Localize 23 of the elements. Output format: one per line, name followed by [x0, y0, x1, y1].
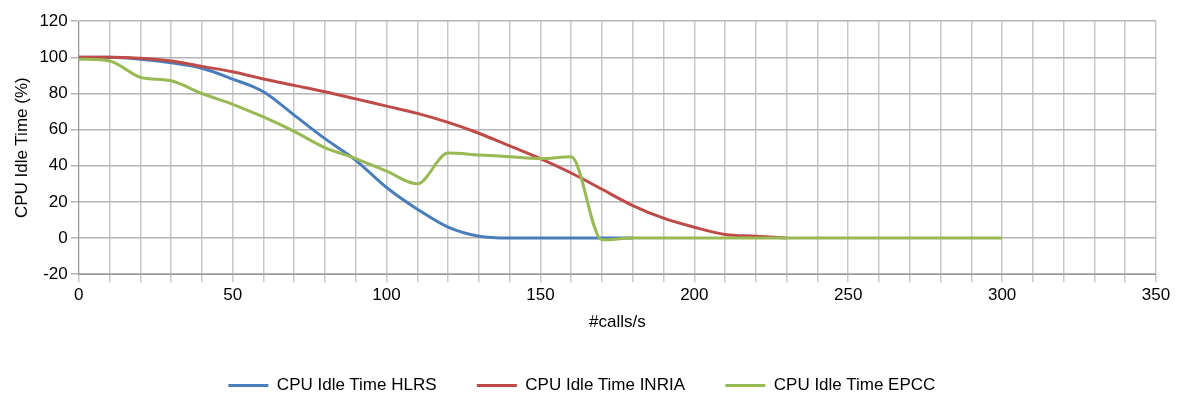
x-tick-label: 0	[74, 285, 84, 305]
x-tick-label: 50	[223, 285, 243, 305]
legend-label: CPU Idle Time EPCC	[773, 375, 936, 395]
y-axis-title: CPU Idle Time (%)	[11, 77, 31, 219]
y-tick-label: -20	[43, 263, 68, 283]
y-tick-label: 120	[39, 10, 68, 30]
legend-label: CPU Idle Time INRIA	[525, 375, 686, 395]
legend-label: CPU Idle Time HLRS	[276, 375, 437, 395]
x-tick-label: 300	[987, 285, 1017, 305]
x-tick-label: 350	[1141, 285, 1171, 305]
y-tick-label: 60	[48, 119, 68, 139]
y-tick-label: 20	[48, 191, 68, 211]
x-axis-title: #calls/s	[589, 312, 646, 332]
x-tick-label: 250	[834, 285, 863, 305]
x-tick-label: 100	[372, 285, 401, 305]
x-tick-label: 150	[526, 285, 555, 305]
y-tick-label: 80	[48, 83, 68, 103]
y-tick-label: 0	[58, 227, 68, 247]
y-tick-label: 100	[39, 47, 68, 67]
line-series	[78, 57, 1004, 242]
line-series	[78, 55, 789, 240]
y-tick-label: 40	[48, 155, 68, 175]
x-tick-label: 200	[680, 285, 709, 305]
